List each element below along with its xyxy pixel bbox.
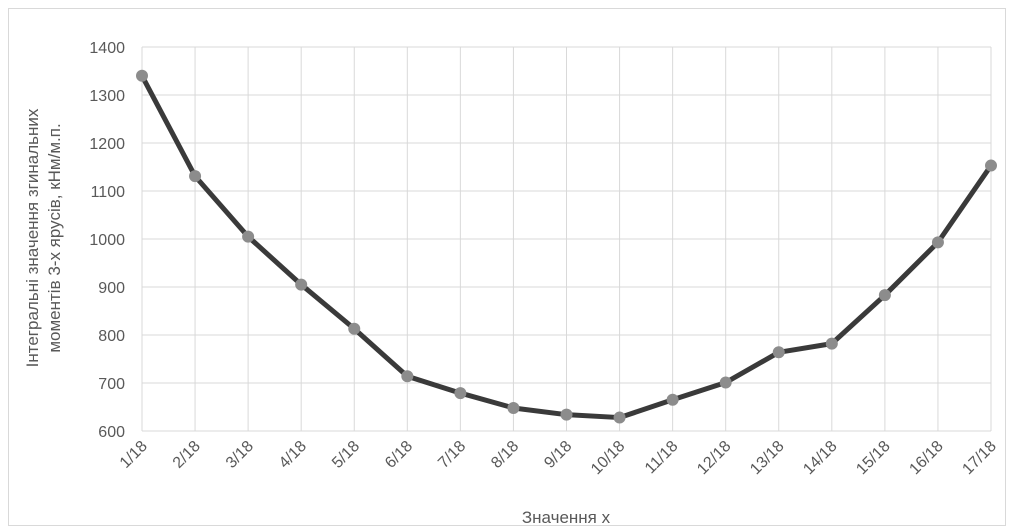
data-point [401,370,414,383]
data-point [295,278,308,291]
data-point [189,170,202,183]
data-point [719,376,732,389]
y-axis-title-line-2: моментів 3-х ярусів, кНм/м.п. [45,123,64,352]
x-tick-label: 3/18 [223,438,257,472]
data-point [348,322,361,335]
y-tick-label: 900 [98,280,125,297]
data-point [878,289,891,302]
x-tick-label: 10/18 [588,438,628,478]
x-tick-label: 15/18 [853,438,893,478]
x-tick-label: 12/18 [694,438,734,478]
y-tick-label: 600 [98,424,125,441]
data-point [772,346,785,359]
x-tick-label: 17/18 [959,438,999,478]
x-tick-label: 2/18 [170,438,204,472]
y-tick-label: 700 [98,376,125,393]
x-tick-label: 11/18 [642,438,682,478]
x-tick-label: 5/18 [329,438,363,472]
x-tick-label: 4/18 [276,438,310,472]
data-point [985,159,997,172]
data-point [825,337,838,350]
y-tick-label: 1400 [89,40,125,57]
y-tick-label: 800 [98,328,125,345]
data-point [242,230,255,243]
x-tick-label: 8/18 [488,438,522,472]
x-tick-label: 9/18 [541,438,575,472]
chart-frame [8,8,1006,526]
data-point [136,69,148,82]
data-point [613,411,626,424]
y-tick-label: 1100 [91,184,126,201]
gridlines [141,46,992,432]
data-point [507,401,520,414]
data-point [666,393,679,406]
x-tick-label: 7/18 [435,438,469,472]
x-tick-label: 16/18 [906,438,946,478]
y-axis-title-line-1: Інтегральні значення згинальних [23,108,42,367]
data-point [454,387,467,400]
x-tick-label: 13/18 [747,438,787,478]
series-layer [136,69,997,424]
x-tick-label: 14/18 [800,438,840,478]
x-axis-title: Значення x [522,508,611,527]
y-axis-ticks: 600 700 800 900 1000 1100 1200 1300 1400 [89,40,125,441]
data-point [931,236,944,249]
x-axis-ticks: 1/18 2/18 3/18 4/18 5/18 6/18 7/18 8/18 9/18 10/1… [117,438,1000,478]
data-point [560,408,573,421]
x-tick-label: 6/18 [382,438,416,472]
y-tick-label: 1300 [89,88,125,105]
y-tick-label: 1200 [89,136,125,153]
y-tick-label: 1000 [89,232,125,249]
x-tick-label: 1/18 [117,438,151,472]
